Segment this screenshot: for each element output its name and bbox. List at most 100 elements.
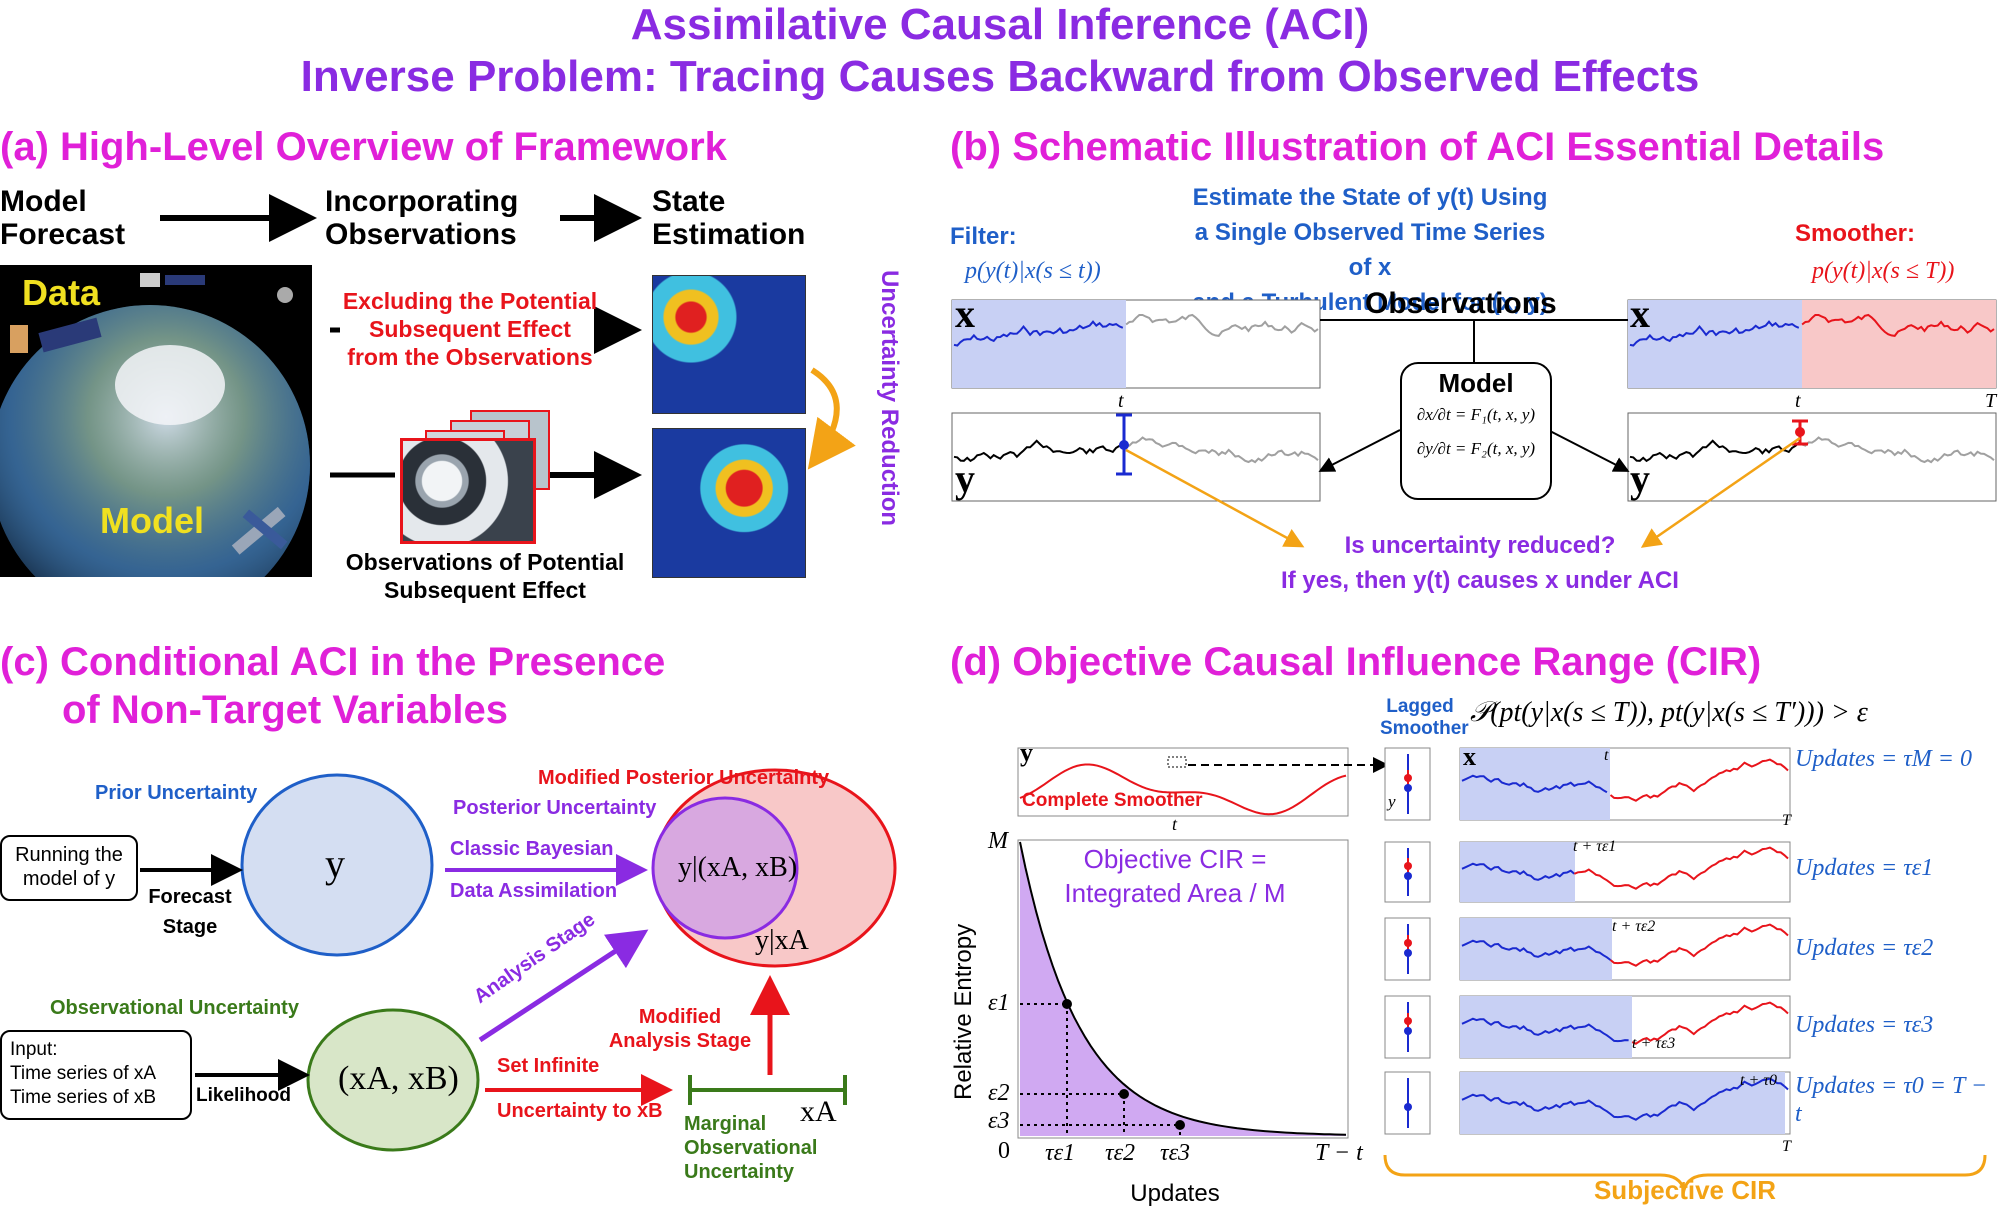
tau3-label: τε3 (1160, 1140, 1191, 1166)
left-t-label: t (1118, 390, 1124, 412)
obs-image-front (400, 438, 536, 544)
modified-analysis-label: Modified Analysis Stage (608, 1006, 752, 1052)
left-x-series-blue (953, 320, 1124, 347)
row-mark-1: t (1604, 747, 1609, 764)
arrow-model-right (1547, 429, 1630, 472)
right-x-series-red (1801, 313, 1995, 337)
state-image-top (652, 275, 806, 414)
row-series-blue (1461, 1017, 1629, 1043)
eps3-label: ε3 (988, 1108, 1010, 1134)
estimate-text: Estimate the State of y(t) Using a Singl… (1190, 180, 1550, 320)
left-x-series-gray (1125, 313, 1319, 337)
earth-image (0, 265, 312, 625)
right-smoother-point (1795, 427, 1805, 437)
estimate-line2: a Single Observed Time Series of x (1194, 219, 1546, 281)
row-series-blue (1461, 939, 1612, 961)
row-series-red (1783, 1085, 1789, 1091)
updates-3: Updates = τε2 (1795, 935, 1934, 961)
M-label: M (988, 828, 1008, 854)
state-image-bottom (652, 428, 806, 578)
running-box: Running the model of y (0, 835, 138, 901)
main-title-line2: Inverse Problem: Tracing Causes Backward… (300, 52, 1700, 101)
complete-smoother-box (1017, 747, 1349, 817)
obs-potential-text: Observations of Potential Subsequent Eff… (345, 549, 625, 603)
modified-posterior-label: Modified Posterior Uncertainty (538, 767, 830, 789)
input-box: Input: Time series of xA Time series of … (0, 1030, 192, 1120)
row-series-blue (1461, 774, 1608, 794)
complete-smoother-curve (1019, 763, 1347, 816)
lag-point-blue (1404, 872, 1412, 880)
objective-cir-text: Objective CIR = Integrated Area / M (1025, 842, 1325, 910)
lag-point-blue (1404, 784, 1412, 792)
complete-smoother-label: Complete Smoother (1022, 790, 1203, 811)
row-mark-2: t + τε1 (1573, 838, 1617, 855)
cs-y-label: y (1020, 738, 1033, 767)
lag-point-blue (1404, 1027, 1412, 1035)
model-label: Model (100, 500, 204, 541)
orange-arrow-left (1125, 448, 1305, 548)
obs-uncertainty-label: Observational Uncertainty (50, 997, 299, 1019)
model-box-title: Model (1438, 368, 1514, 398)
prior-label: Prior Uncertainty (95, 782, 258, 804)
lag-point-red (1404, 774, 1412, 782)
x-axis-label: Updates (1130, 1180, 1220, 1207)
row-series-blue (1461, 1077, 1786, 1121)
estimate-line1: Estimate the State of y(t) Using (1192, 184, 1548, 211)
model-box: Model ∂x/∂t = F₁(t, x, y) ∂y/∂t = F₂(t, … (1400, 362, 1552, 500)
smoother-label: Smoother: (1795, 220, 1915, 247)
arrow-analysis (478, 929, 649, 1043)
left-x-shade (952, 300, 1126, 388)
row-series-blue (1461, 862, 1575, 881)
step-model-forecast: Model Forecast (0, 185, 126, 251)
panel-b-title: (b) Schematic Illustration of ACI Essent… (950, 125, 1885, 169)
row-shade (1460, 748, 1610, 820)
right-t-label: t (1795, 390, 1801, 412)
panel-d-title: (d) Objective Causal Influence Range (CI… (950, 640, 1762, 684)
subjective-cir-label: Subjective CIR (1593, 1175, 1777, 1205)
y-given-a: y|xA (755, 925, 809, 956)
zero-label: 0 (998, 1138, 1010, 1164)
epsilon-markers (1020, 999, 1185, 1136)
updates-4: Updates = τε3 (1795, 1012, 1934, 1038)
lagged-smoother-label: Lagged Smoother (1380, 696, 1469, 739)
uncertainty-curve-arrow (807, 367, 856, 470)
right-x-shade-red (1802, 300, 1996, 388)
right-y-series-gray (1801, 436, 1995, 464)
row-mark-5: t + τ0 (1740, 1072, 1777, 1089)
row-series-red (1573, 846, 1789, 890)
row-shade (1460, 918, 1612, 980)
left-y-box (951, 412, 1321, 502)
row-series-boxes (1459, 747, 1791, 1135)
eps2-label: ε2 (988, 1080, 1010, 1106)
cs-t-label: t (1172, 814, 1178, 834)
question-text: Is uncertainty reduced? (1344, 532, 1616, 559)
smoother-formula: p(y(t)|x(s ≤ T)) (1812, 258, 1955, 284)
y-in-prior: y (325, 841, 345, 886)
objective-line2: Integrated Area / M (1064, 878, 1286, 908)
orange-arrow-right (1640, 436, 1801, 548)
xaxb-label: (xA, xB) (338, 1060, 459, 1097)
step-state-estimation: State Estimation (652, 185, 806, 251)
excluding-text: Excluding the Potential Subsequent Effec… (342, 288, 598, 370)
row-T-label-5: T (1782, 1138, 1791, 1155)
marginal-label: Marginal Observational Uncertainty (684, 1113, 818, 1183)
entropy-curve (1019, 841, 1347, 1136)
row-x-label: x (1463, 742, 1476, 771)
lag-y-label: y (1388, 792, 1396, 811)
answer-text: If yes, then y(t) causes x under ACI (1281, 567, 1679, 594)
right-x-series-blue (1629, 320, 1800, 347)
lag-point-red (1404, 939, 1412, 947)
row-mark-3: t + τε2 (1612, 918, 1656, 935)
updates-1: Updates = τM = 0 (1795, 746, 1972, 772)
subjective-brace (1383, 1154, 1987, 1196)
left-y-series-gray (1125, 436, 1319, 464)
row-series-red (1609, 758, 1789, 802)
classic-bayesian-label: Classic Bayesian (450, 838, 614, 860)
updates-5: Updates = τ0 = T − t (1795, 1073, 1988, 1127)
panel-c-title-1: (c) Conditional ACI in the Presence (0, 640, 666, 684)
likelihood-label: Likelihood (196, 1085, 291, 1106)
forecast-stage-label: Forecast Stage (148, 886, 232, 938)
